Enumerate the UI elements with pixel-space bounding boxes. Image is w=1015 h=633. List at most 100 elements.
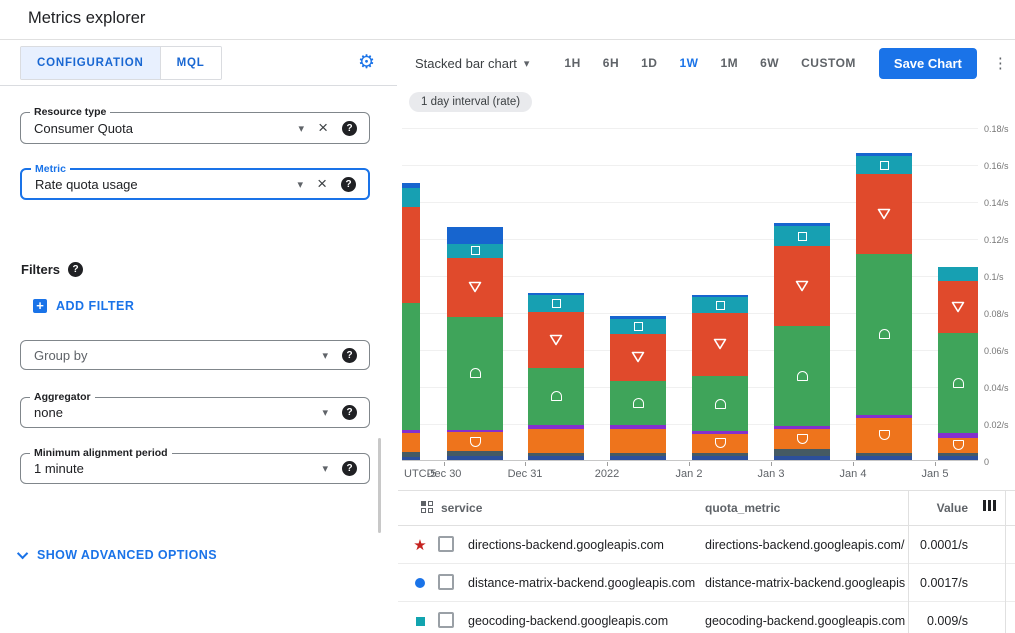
range-button-1m[interactable]: 1M [720,56,739,70]
bar-segment-red[interactable] [528,312,584,368]
row-checkbox[interactable] [438,536,454,552]
bar-segment-navy[interactable] [610,456,666,460]
bar-segment-navy[interactable] [402,457,420,460]
bar-segment-blue[interactable] [402,182,420,189]
col-quota-metric[interactable]: quota_metric [705,501,781,515]
clear-icon[interactable]: × [318,118,328,137]
bar-segment-red[interactable] [774,246,830,326]
bar-segment-purple[interactable] [402,430,420,434]
bar-segment-blue[interactable] [610,315,666,319]
bar-segment-orange[interactable] [938,437,978,453]
settings-gear-icon[interactable]: ⚙ [357,52,375,73]
bar-segment-navy[interactable] [774,456,830,460]
bar-segment-blue[interactable] [528,292,584,296]
panel-scrollbar[interactable] [378,438,381,533]
bar-segment-red[interactable] [938,281,978,334]
range-button-custom[interactable]: CUSTOM [801,56,856,70]
bar-segment-purple[interactable] [938,433,978,438]
bar-segment-teal[interactable] [610,318,666,335]
bar-segment-blue[interactable] [692,294,748,298]
dropdown-arrow-icon[interactable]: ▾ [298,122,305,135]
bar-segment-teal[interactable] [692,297,748,314]
range-button-6h[interactable]: 6H [602,56,620,70]
bar-segment-navy[interactable] [447,456,503,460]
bar-segment-green[interactable] [938,333,978,434]
help-icon[interactable]: ? [342,405,357,420]
bar-segment-navy[interactable] [938,456,978,460]
bar-segment-orange[interactable] [610,428,666,453]
row-checkbox[interactable] [438,612,454,628]
chart-type-dropdown[interactable]: Stacked bar chart ▾ [415,56,529,71]
metric-field[interactable]: Metric Rate quota usage ▾ × ? [20,163,370,200]
dropdown-arrow-icon[interactable]: ▾ [322,463,328,475]
help-icon[interactable]: ? [68,262,84,277]
bar-segment-slate[interactable] [856,452,912,457]
dropdown-arrow-icon[interactable]: ▾ [297,178,304,191]
bar-segment-green[interactable] [402,302,420,431]
bar-segment-green[interactable] [856,253,912,415]
stacked-bar-2022[interactable] [610,122,666,460]
help-icon[interactable]: ? [342,120,357,136]
help-icon[interactable]: ? [342,347,357,363]
stacked-bar-jan-2[interactable] [692,122,748,460]
bar-segment-red[interactable] [856,174,912,254]
help-icon[interactable]: ? [341,176,356,192]
bar-segment-purple[interactable] [610,424,666,429]
resource-type-field[interactable]: Resource type Consumer Quota ▾ × ? [20,106,370,144]
bar-segment-purple[interactable] [774,425,830,429]
bar-segment-slate[interactable] [774,448,830,457]
bar-segment-purple[interactable] [692,431,748,435]
stacked-bar-jan-4[interactable] [856,122,912,460]
bar-segment-teal[interactable] [774,226,830,247]
bar-segment-red[interactable] [447,257,503,317]
bar-segment-purple[interactable] [528,424,584,429]
show-advanced-options-button[interactable]: SHOW ADVANCED OPTIONS [16,547,217,562]
more-vert-icon[interactable]: ⋮ [992,55,1008,72]
bar-segment-teal[interactable] [528,295,584,313]
range-button-1w[interactable]: 1W [679,56,699,70]
bar-segment-slate[interactable] [610,452,666,457]
range-button-1d[interactable]: 1D [641,56,658,70]
bar-segment-orange[interactable] [447,432,503,451]
bar-segment-purple[interactable] [447,429,503,433]
alignment-period-field[interactable]: Minimum alignment period 1 minute ▾ ? [20,447,370,484]
bar-segment-green[interactable] [528,367,584,425]
bar-segment-orange[interactable] [528,428,584,453]
bar-segment-blue[interactable] [447,227,503,244]
bar-segment-orange[interactable] [402,433,420,452]
grid-toggle-icon[interactable] [420,500,434,514]
col-value[interactable]: Value [936,501,968,515]
tab-configuration[interactable]: CONFIGURATION [21,47,161,79]
col-service[interactable]: service [441,501,483,515]
dropdown-arrow-icon[interactable]: ▾ [322,407,328,419]
bar-segment-green[interactable] [774,325,830,426]
bar-segment-slate[interactable] [528,452,584,457]
stacked-bar-jan-5[interactable] [938,122,978,460]
add-filter-button[interactable]: + ADD FILTER [33,299,134,313]
range-button-1h[interactable]: 1H [564,56,581,70]
dropdown-arrow-icon[interactable]: ▾ [322,349,328,362]
stacked-bar-dec-31[interactable] [528,122,584,460]
bar-segment-green[interactable] [447,316,503,430]
bar-segment-orange[interactable] [692,434,748,453]
bar-segment-slate[interactable] [402,451,420,458]
bar-segment-purple[interactable] [856,414,912,418]
bar-segment-teal[interactable] [938,266,978,282]
bar-segment-red[interactable] [692,313,748,376]
bar-segment-orange[interactable] [856,417,912,453]
bar-segment-orange[interactable] [774,428,830,449]
bar-segment-red[interactable] [402,206,420,303]
bar-segment-teal[interactable] [402,188,420,207]
stacked-bar-jan-3[interactable] [774,122,830,460]
stacked-bar-dec-30[interactable] [447,122,503,460]
bar-segment-blue[interactable] [856,153,912,156]
bar-segment-slate[interactable] [447,450,503,457]
stacked-bar-partial[interactable] [402,122,420,460]
bar-segment-navy[interactable] [528,456,584,460]
range-button-6w[interactable]: 6W [760,56,780,70]
bar-segment-red[interactable] [610,334,666,381]
help-icon[interactable]: ? [342,461,357,476]
group-by-field[interactable]: Group by ▾ ? [20,340,370,370]
bar-segment-teal[interactable] [447,243,503,258]
bar-segment-teal[interactable] [856,155,912,175]
